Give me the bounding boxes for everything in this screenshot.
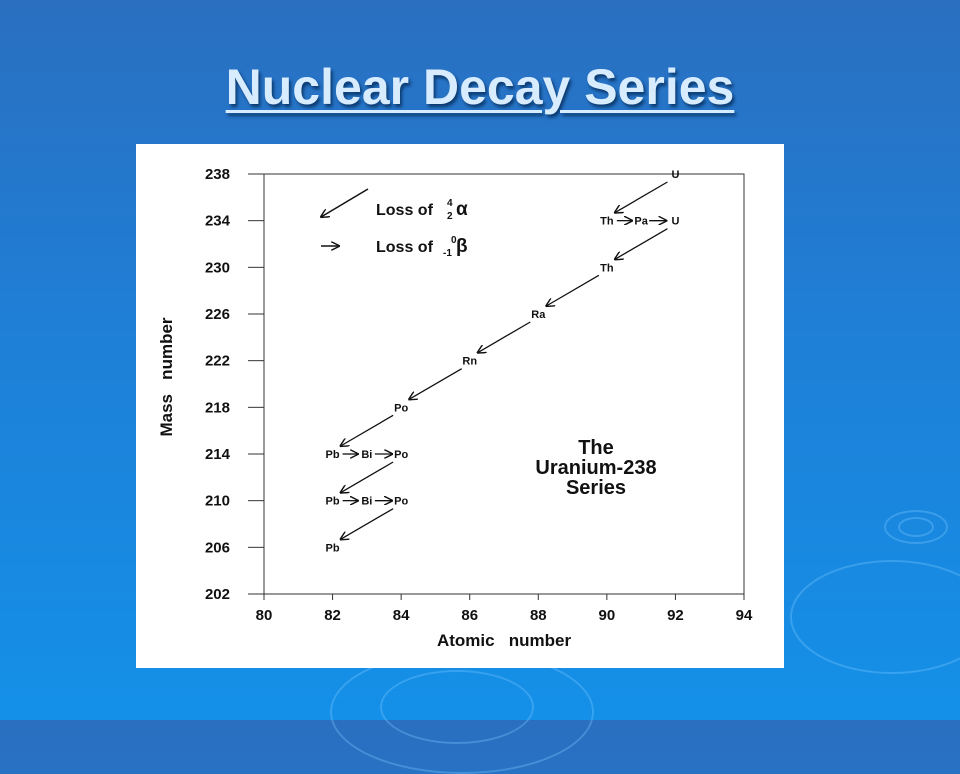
nuclide-label: Po	[394, 496, 408, 508]
x-tick-label: 84	[393, 607, 410, 624]
legend-beta-mass: 0	[451, 235, 457, 246]
nuclide-label: Th	[600, 216, 614, 228]
y-tick-label: 206	[205, 539, 230, 556]
y-tick-label: 238	[205, 166, 230, 183]
legend-alpha-arrow	[321, 188, 369, 217]
x-tick-label: 80	[256, 607, 273, 624]
series-annotation: The Uranium-238 Series	[535, 437, 656, 499]
alpha-decay-arrow	[615, 181, 668, 213]
alpha-decay-arrow	[341, 508, 394, 540]
nuclide-label: Pb	[326, 449, 340, 461]
slide-title: Nuclear Decay Series	[225, 59, 735, 115]
alpha-decay-arrow	[546, 274, 600, 306]
annotation-line-3: Series	[566, 477, 626, 499]
y-tick-label: 218	[205, 399, 230, 416]
decay-chart: Atomic number Mass number Loss of 4 2 α …	[157, 166, 753, 650]
x-tick-label: 82	[324, 607, 341, 624]
nuclide-label: U	[671, 169, 679, 181]
y-tick-label: 210	[205, 493, 230, 510]
nuclide-label: Pb	[326, 542, 340, 554]
plot-frame	[263, 173, 745, 595]
nuclide-label: Bi	[361, 496, 372, 508]
nuclide-label: Pa	[634, 216, 648, 228]
nuclide-label: Rn	[462, 356, 477, 368]
x-tick-label: 90	[599, 607, 616, 624]
nuclide-label: Pb	[326, 496, 340, 508]
alpha-decay-arrow	[341, 414, 394, 446]
legend-alpha-label: Loss of	[376, 202, 434, 219]
y-axis-label: Mass number	[157, 317, 176, 436]
legend-alpha-mass: 4	[447, 198, 453, 209]
alpha-decay-arrow	[341, 461, 394, 493]
legend-beta-symbol: β	[456, 236, 468, 257]
y-tick-label: 202	[205, 586, 230, 603]
nuclide-label: Po	[394, 449, 408, 461]
nuclide-label: Ra	[531, 309, 546, 321]
nuclide-label: Po	[394, 402, 408, 414]
x-tick-label: 92	[667, 607, 684, 624]
background-ripple	[898, 517, 934, 537]
y-tick-label: 230	[205, 259, 230, 276]
annotation-line-2: Uranium-238	[535, 457, 656, 479]
y-tick-label: 222	[205, 353, 230, 370]
legend: Loss of 4 2 α Loss of 0 -1 β	[321, 188, 468, 259]
legend-alpha-charge: 2	[447, 211, 453, 222]
decay-series-figure: Atomic number Mass number Loss of 4 2 α …	[136, 144, 784, 668]
legend-beta-charge: -1	[443, 248, 452, 259]
annotation-line-1: The	[578, 437, 614, 459]
x-axis-label: Atomic number	[437, 631, 572, 650]
alpha-decay-arrow	[615, 228, 668, 260]
nuclide-label: Th	[600, 262, 614, 274]
y-tick-label: 234	[205, 213, 231, 230]
nuclide-label: Bi	[361, 449, 372, 461]
x-tick-label: 88	[530, 607, 547, 624]
background-ripple	[790, 560, 960, 674]
background-ripple	[884, 510, 948, 544]
y-tick-label: 226	[205, 306, 230, 323]
legend-beta-label: Loss of	[376, 239, 434, 256]
y-tick-label: 214	[205, 446, 231, 463]
background-ripple	[380, 670, 534, 744]
alpha-decay-arrow	[409, 368, 463, 400]
x-tick-label: 94	[736, 607, 753, 624]
alpha-decay-arrow	[478, 321, 531, 353]
legend-alpha-symbol: α	[456, 199, 468, 220]
x-tick-label: 86	[461, 607, 478, 624]
nuclide-label: U	[671, 216, 679, 228]
